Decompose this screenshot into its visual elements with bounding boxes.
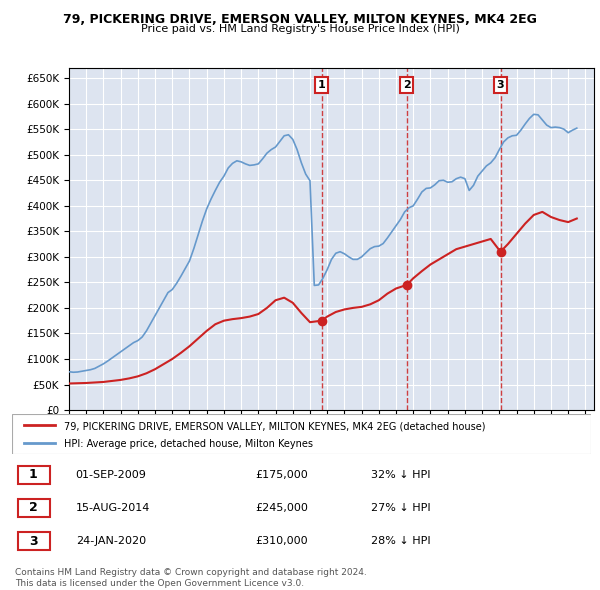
Text: 24-JAN-2020: 24-JAN-2020	[76, 536, 146, 546]
Text: HPI: Average price, detached house, Milton Keynes: HPI: Average price, detached house, Milt…	[64, 439, 313, 449]
Text: 32% ↓ HPI: 32% ↓ HPI	[371, 470, 430, 480]
Text: 1: 1	[317, 80, 325, 90]
Text: 79, PICKERING DRIVE, EMERSON VALLEY, MILTON KEYNES, MK4 2EG (detached house): 79, PICKERING DRIVE, EMERSON VALLEY, MIL…	[64, 421, 485, 431]
Text: £310,000: £310,000	[255, 536, 308, 546]
FancyBboxPatch shape	[18, 532, 50, 550]
Text: 28% ↓ HPI: 28% ↓ HPI	[371, 536, 431, 546]
Text: 3: 3	[29, 535, 38, 548]
Text: 1: 1	[29, 468, 38, 481]
Text: Price paid vs. HM Land Registry's House Price Index (HPI): Price paid vs. HM Land Registry's House …	[140, 24, 460, 34]
Text: 15-AUG-2014: 15-AUG-2014	[76, 503, 150, 513]
FancyBboxPatch shape	[18, 466, 50, 484]
Text: £245,000: £245,000	[255, 503, 308, 513]
Text: 2: 2	[403, 80, 410, 90]
Text: 27% ↓ HPI: 27% ↓ HPI	[371, 503, 431, 513]
Text: This data is licensed under the Open Government Licence v3.0.: This data is licensed under the Open Gov…	[15, 579, 304, 588]
Text: 01-SEP-2009: 01-SEP-2009	[76, 470, 146, 480]
Text: Contains HM Land Registry data © Crown copyright and database right 2024.: Contains HM Land Registry data © Crown c…	[15, 568, 367, 576]
Text: 2: 2	[29, 502, 38, 514]
Text: 79, PICKERING DRIVE, EMERSON VALLEY, MILTON KEYNES, MK4 2EG: 79, PICKERING DRIVE, EMERSON VALLEY, MIL…	[63, 13, 537, 26]
Text: 3: 3	[497, 80, 505, 90]
FancyBboxPatch shape	[18, 499, 50, 517]
Text: £175,000: £175,000	[255, 470, 308, 480]
